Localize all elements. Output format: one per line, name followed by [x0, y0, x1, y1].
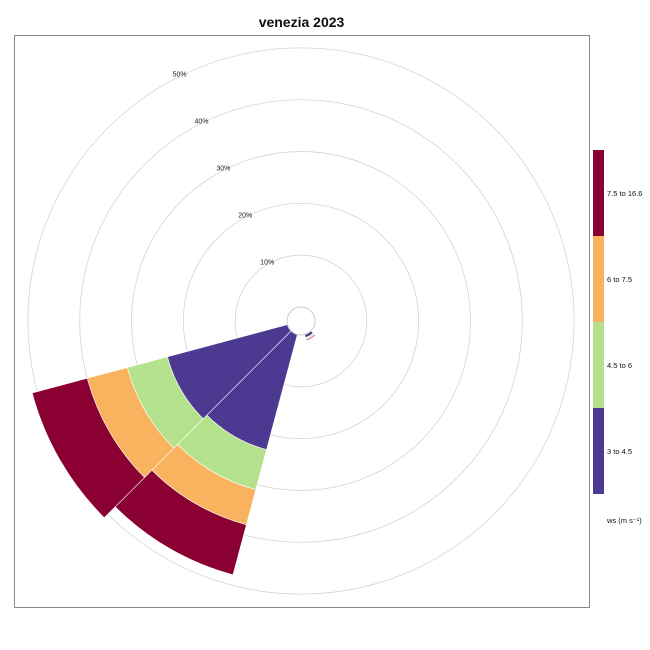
grid-circle-4 — [79, 99, 523, 543]
grid-circle-3 — [131, 151, 471, 491]
radial-tick-label: 10% — [260, 259, 274, 266]
wind-sectors — [31, 324, 316, 576]
radial-tick-label: 50% — [173, 71, 187, 78]
colorbar-label: 6 to 7.5 — [607, 275, 632, 284]
colorbar-label: 3 to 4.5 — [607, 447, 632, 456]
colorbar-legend: 3 to 4.5 4.5 to 6 6 to 7.5 7.5 to 16.6 — [593, 150, 642, 494]
colorbar-swatch-2 — [593, 322, 604, 408]
sector-150-bin-4 — [305, 334, 316, 341]
sector-240-bin-4 — [31, 377, 145, 519]
colorbar-swatch-4 — [593, 150, 604, 236]
center-hole — [286, 306, 316, 336]
colorbar-swatch-3 — [593, 236, 604, 322]
radial-tick-labels: 10% 20% 30% 40% 50% — [173, 71, 275, 266]
radial-tick-label: 40% — [194, 118, 208, 125]
colorbar-label: 7.5 to 16.6 — [607, 189, 642, 198]
colorbar-label: 4.5 to 6 — [607, 361, 632, 370]
chart-title: venezia 2023 — [258, 14, 345, 30]
grid-circle-2 — [182, 202, 420, 440]
plot-frame — [14, 35, 590, 608]
radial-tick-label: 20% — [238, 212, 252, 219]
grid-circle-5 — [27, 47, 575, 595]
colorbar-swatch-1 — [593, 408, 604, 494]
radial-tick-label: 30% — [216, 165, 230, 172]
radial-grid — [27, 47, 575, 595]
legend-title: ws (m s⁻¹) — [606, 516, 642, 525]
grid-circle-1 — [234, 254, 368, 388]
